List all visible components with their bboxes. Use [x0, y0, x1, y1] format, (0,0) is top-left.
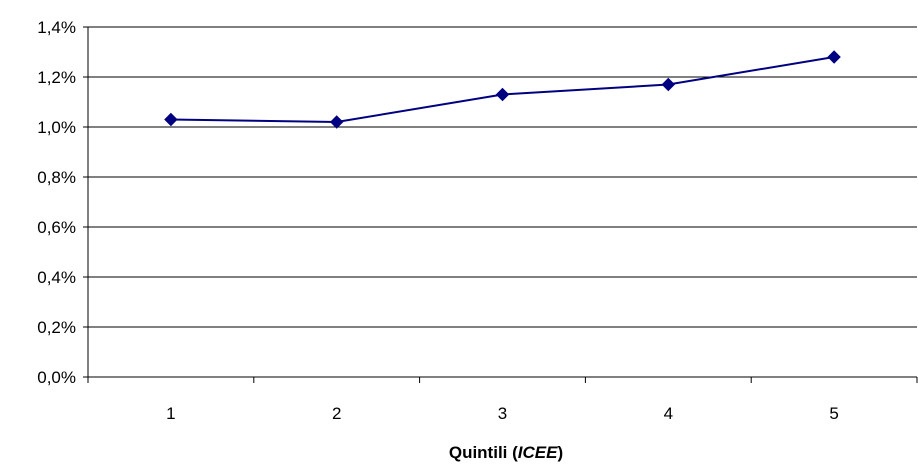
data-point-marker — [661, 77, 676, 92]
x-axis-title-suffix: ) — [557, 443, 563, 462]
y-tick-label: 1,2% — [37, 68, 76, 87]
data-point-marker — [495, 87, 510, 102]
x-tick-label: 5 — [829, 404, 838, 423]
y-axis-tick-labels: 0,0% 0,2% 0,4% 0,6% 0,8% 1,0% 1,2% 1,4% — [37, 18, 76, 387]
axes — [83, 26, 918, 383]
x-axis-tick-labels: 1 2 3 4 5 — [166, 404, 839, 423]
data-series — [164, 50, 841, 129]
data-point-marker — [329, 115, 344, 129]
x-axis-title: Quintili (ICEE) — [449, 443, 563, 462]
y-tick-label: 0,4% — [37, 268, 76, 287]
x-tick-label: 1 — [166, 404, 175, 423]
gridlines — [88, 26, 917, 328]
x-axis-title-emphasis: ICEE — [518, 443, 558, 462]
x-tick-label: 3 — [498, 404, 507, 423]
y-tick-label: 0,6% — [37, 218, 76, 237]
x-axis-title-prefix: Quintili ( — [449, 443, 518, 462]
y-tick-label: 1,4% — [37, 18, 76, 37]
x-tick-label: 4 — [664, 404, 673, 423]
data-point-marker — [827, 50, 841, 64]
x-tick-label: 2 — [332, 404, 341, 423]
y-tick-label: 1,0% — [37, 118, 76, 137]
data-point-marker — [164, 112, 178, 127]
y-tick-label: 0,8% — [37, 168, 76, 187]
y-tick-label: 0,0% — [37, 368, 76, 387]
y-tick-label: 0,2% — [37, 318, 76, 337]
